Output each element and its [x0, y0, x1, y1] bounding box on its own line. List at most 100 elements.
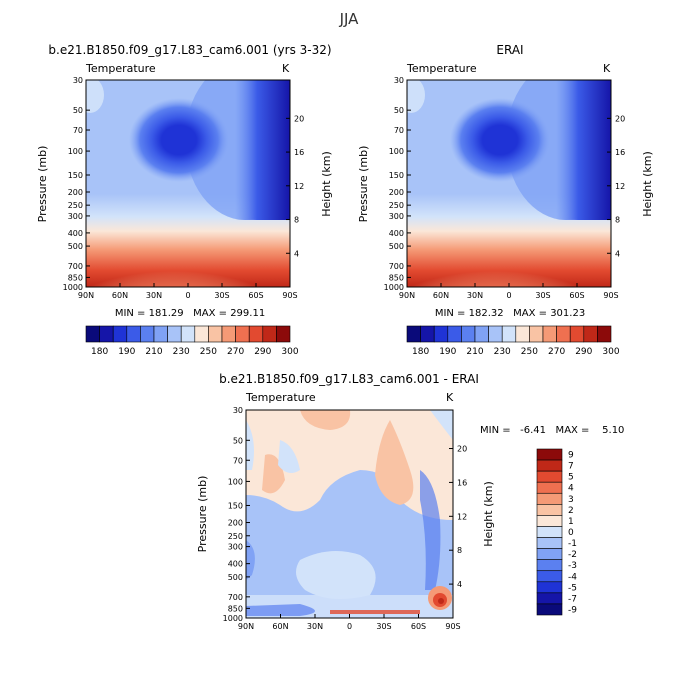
- y-tick-label: 150: [68, 171, 83, 180]
- panel-diff-y2label: Height (km): [482, 481, 495, 547]
- colorbar-swatch: [194, 325, 209, 343]
- y-tick-label: 400: [228, 560, 243, 569]
- y-tick-label: 400: [68, 229, 83, 238]
- colorbar-swatch: [536, 570, 563, 583]
- colorbar-label: -2: [568, 550, 577, 560]
- colorbar-label: 7: [568, 462, 574, 472]
- colorbar-swatch: [536, 559, 563, 572]
- colorbar-label: -9: [568, 605, 577, 615]
- colorbar-label: 290: [254, 347, 271, 357]
- panel-model-units: K: [282, 62, 290, 75]
- y-tick-label: 250: [389, 201, 404, 210]
- colorbar-label: -3: [568, 561, 577, 571]
- colorbar-label: 250: [200, 347, 217, 357]
- colorbar-swatch: [536, 504, 563, 516]
- panel-diff-axes: 90N 60N 30N 0 30S 60S 90S 30 50 70 100 150 200 250 300…: [223, 406, 468, 631]
- colorbar-label: 190: [439, 347, 456, 357]
- panel-diff-units: K: [446, 391, 454, 404]
- colorbar-label: 1: [568, 517, 574, 527]
- colorbar-label: 9: [568, 451, 574, 461]
- colorbar-swatch: [536, 515, 563, 527]
- colorbar-swatch: [536, 537, 563, 549]
- x-tick-label: 90S: [445, 622, 460, 631]
- colorbar-swatch: [536, 448, 563, 461]
- panel-obs-y2label: Height (km): [641, 151, 654, 217]
- y2-tick-label: 16: [615, 148, 625, 157]
- panel-model-ylabel: Pressure (mb): [36, 146, 49, 223]
- colorbar-swatch: [501, 325, 517, 343]
- colorbar-swatch: [85, 325, 100, 343]
- colorbar-swatch: [248, 325, 264, 343]
- y2-tick-label: 4: [615, 249, 620, 258]
- x-tick-label: 60S: [248, 291, 263, 300]
- panel-model: b.e21.B1850.f09_g17.L83_cam6.001 (yrs 3-…: [36, 43, 333, 357]
- y-tick-label: 70: [394, 126, 404, 135]
- colorbar-label: -4: [568, 572, 577, 582]
- y-tick-label: 400: [389, 229, 404, 238]
- y2-tick-label: 8: [457, 546, 462, 555]
- y-tick-label: 500: [389, 242, 404, 251]
- panel-model-y2label: Height (km): [320, 151, 333, 217]
- colorbar-label: -1: [568, 539, 577, 549]
- colorbar-swatch: [474, 325, 489, 343]
- y-tick-label: 30: [394, 76, 404, 85]
- colorbar-swatch: [597, 325, 612, 343]
- colorbar-swatch: [536, 548, 563, 560]
- y-tick-label: 300: [68, 212, 83, 221]
- x-tick-label: 0: [185, 291, 190, 300]
- y-tick-label: 200: [389, 188, 404, 197]
- colorbar-label: 290: [575, 347, 592, 357]
- panel-obs-units: K: [603, 62, 611, 75]
- x-tick-label: 60S: [569, 291, 584, 300]
- colorbar-swatch: [488, 325, 503, 343]
- colorbar-label: 180: [91, 347, 108, 357]
- colorbar-swatch: [515, 325, 530, 343]
- x-tick-label: 30N: [307, 622, 323, 631]
- colorbar-swatch: [556, 325, 571, 343]
- y-tick-label: 250: [228, 532, 243, 541]
- x-tick-label: 90N: [238, 622, 254, 631]
- y-tick-label: 50: [73, 106, 83, 115]
- colorbar-swatch: [536, 459, 563, 472]
- y2-tick-label: 8: [294, 216, 299, 225]
- panel-obs-axes: 90N 60N 30N 0 30S 60S 90S 30 50 70 100 150 200 250 300…: [384, 76, 626, 300]
- colorbar-label: 210: [145, 347, 162, 357]
- y-tick-label: 500: [68, 242, 83, 251]
- colorbar-label: 4: [568, 484, 574, 494]
- y-tick-label: 100: [389, 147, 404, 156]
- colorbar-label: 270: [548, 347, 565, 357]
- y-tick-label: 200: [68, 188, 83, 197]
- panel-diff-stats: MIN = -6.41 MAX = 5.10: [480, 425, 624, 436]
- colorbar-label: 0: [568, 528, 574, 538]
- y-tick-label: 150: [389, 171, 404, 180]
- colorbar-label: 230: [173, 347, 190, 357]
- panel-diff-field: [246, 410, 453, 618]
- colorbar-swatch: [536, 470, 563, 483]
- colorbar-swatch: [542, 325, 557, 343]
- x-tick-label: 60N: [272, 622, 288, 631]
- panel-obs-stats: MIN = 182.32 MAX = 301.23: [435, 308, 585, 319]
- panel-model-stats: MIN = 181.29 MAX = 299.11: [115, 308, 265, 319]
- y-tick-label: 70: [73, 126, 83, 135]
- colorbar-label: 300: [602, 347, 619, 357]
- y-tick-label: 1000: [63, 283, 83, 292]
- colorbar-swatch: [529, 325, 544, 343]
- colorbar-swatch: [536, 581, 563, 594]
- colorbar-label: 230: [494, 347, 511, 357]
- colorbar-label: 2: [568, 506, 574, 516]
- panel-obs-variable: Temperature: [406, 62, 477, 75]
- colorbar-swatch: [153, 325, 168, 343]
- colorbar-swatch: [140, 325, 155, 343]
- panel-diff-variable: Temperature: [245, 391, 316, 404]
- colorbar-label: 190: [118, 347, 135, 357]
- colorbar-swatch: [569, 325, 585, 343]
- y-tick-label: 30: [233, 406, 243, 415]
- x-tick-label: 30N: [467, 291, 483, 300]
- colorbar-swatch: [208, 325, 223, 343]
- colorbar-swatch: [406, 325, 421, 343]
- colorbar-swatch: [536, 481, 563, 494]
- x-tick-label: 60S: [411, 622, 426, 631]
- colorbar-label: 180: [412, 347, 429, 357]
- y-tick-label: 100: [68, 147, 83, 156]
